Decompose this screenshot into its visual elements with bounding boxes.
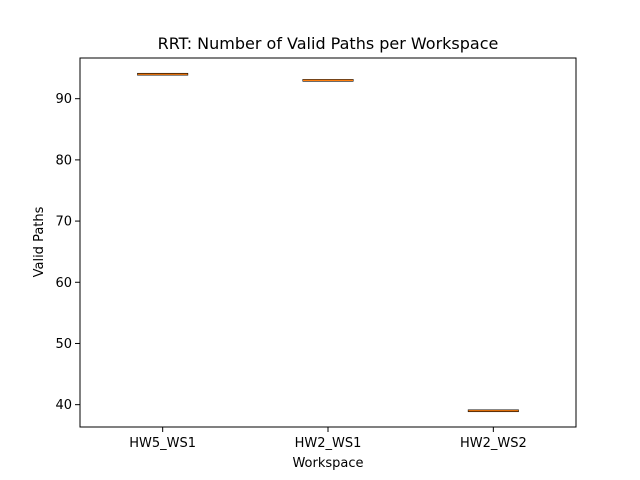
axes-frame xyxy=(79,57,577,428)
x-tick-label: HW2_WS2 xyxy=(460,436,527,451)
y-tick-label: 70 xyxy=(55,215,72,230)
y-tick-label: 90 xyxy=(55,92,72,107)
y-tick-label: 60 xyxy=(55,276,72,291)
y-tick-label: 50 xyxy=(55,337,72,352)
y-tick-label: 80 xyxy=(55,153,72,168)
plot-area: 40 50 60 70 80 90 HW5_WS1 HW2_WS1 HW2_WS2 xyxy=(55,72,527,451)
x-tick-label: HW2_WS1 xyxy=(295,436,362,451)
box-hw5-ws1 xyxy=(137,72,189,76)
y-tick-label: 40 xyxy=(55,398,72,413)
box-hw2-ws2 xyxy=(467,409,519,413)
x-axis: HW5_WS1 HW2_WS1 HW2_WS2 xyxy=(129,427,527,451)
chart-title: RRT: Number of Valid Paths per Workspace xyxy=(158,34,499,53)
x-axis-label: Workspace xyxy=(292,456,363,471)
x-tick-label: HW5_WS1 xyxy=(129,436,196,451)
box-hw2-ws1 xyxy=(302,79,354,82)
y-axis: 40 50 60 70 80 90 xyxy=(55,92,80,413)
y-axis-label: Valid Paths xyxy=(32,206,47,277)
